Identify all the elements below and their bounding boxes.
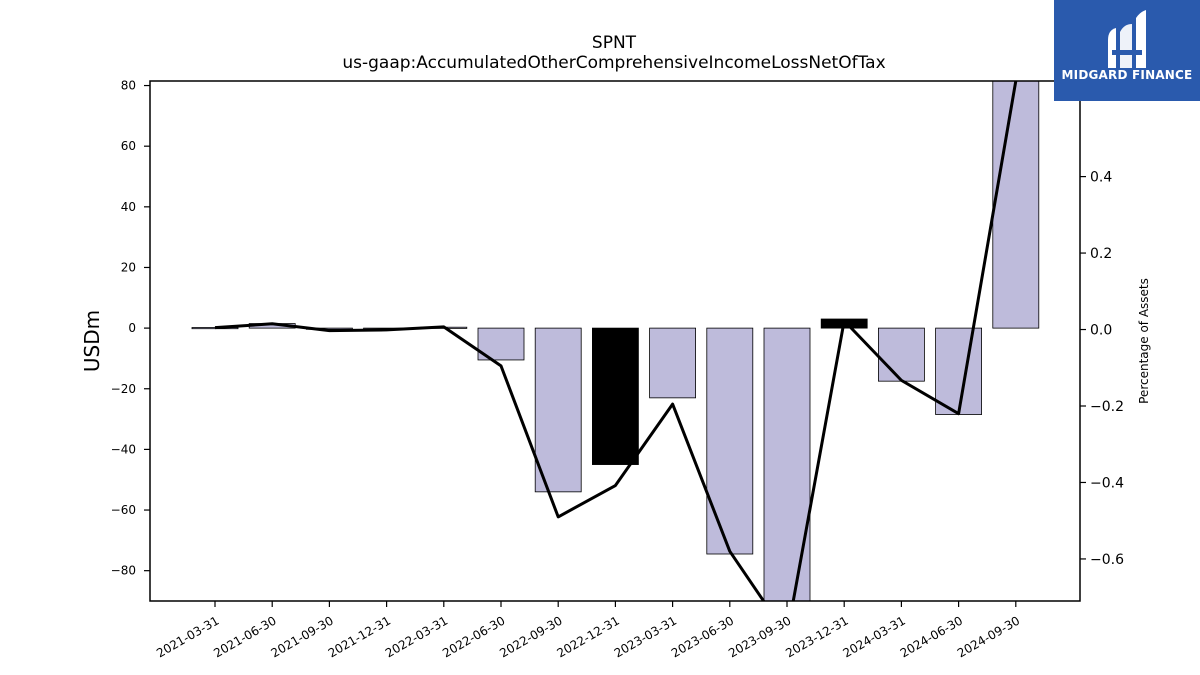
bar-group — [191, 80, 1040, 602]
y-tick-label: −60 — [111, 503, 136, 517]
chart-title: SPNT — [592, 33, 637, 53]
y2-tick-label: 0.0 — [1090, 323, 1112, 339]
x-tick-label: 2024-03-31 — [840, 613, 907, 660]
logo-text: MIDGARD FINANCE — [1061, 68, 1193, 82]
y-tick-label: −80 — [111, 564, 136, 578]
bar-2024-06-30 — [935, 327, 982, 415]
line-group — [214, 81, 1018, 601]
y2-tick-label: −0.6 — [1090, 552, 1124, 568]
bar-2022-09-30 — [534, 327, 582, 493]
x-tick-label: 2022-06-30 — [440, 613, 507, 660]
bar-2022-12-31 — [592, 327, 639, 465]
x-tick-label: 2021-03-31 — [154, 613, 221, 660]
bar-2023-09-30 — [763, 327, 811, 602]
midgard-logo-icon — [1108, 10, 1146, 68]
bar-2023-03-31 — [649, 327, 696, 399]
y-axis: −80 −60 −40 −20 0 20 40 60 80 — [111, 79, 150, 578]
x-tick-label: 2024-09-30 — [955, 613, 1022, 660]
y2-tick-label: 0.4 — [1090, 170, 1112, 186]
x-tick-label: 2023-03-31 — [612, 613, 679, 660]
y2-tick-label: 0.2 — [1090, 246, 1112, 262]
x-tick-label: 2022-12-31 — [554, 613, 621, 660]
y2-tick-label: −0.4 — [1090, 475, 1124, 491]
y-tick-label: 0 — [128, 321, 136, 335]
y2-axis: −0.6 −0.4 −0.2 0.0 0.2 0.4 — [1080, 170, 1124, 568]
bar-2023-06-30 — [706, 327, 754, 555]
x-tick-label: 2023-12-31 — [783, 613, 850, 660]
x-axis: 2021-03-312021-06-302021-09-302021-12-31… — [154, 601, 1022, 660]
y2-tick-label: −0.2 — [1090, 399, 1124, 415]
x-tick-label: 2023-06-30 — [669, 613, 736, 660]
percentage-of-assets-line — [214, 81, 1018, 601]
x-tick-label: 2023-09-30 — [726, 613, 793, 660]
midgard-finance-logo: MIDGARD FINANCE — [1054, 0, 1200, 101]
x-tick-label: 2021-12-31 — [326, 613, 393, 660]
x-tick-label: 2024-06-30 — [898, 613, 965, 660]
bar-2024-09-30 — [992, 80, 1040, 329]
x-tick-label: 2021-06-30 — [211, 613, 278, 660]
bar-2024-03-31 — [878, 327, 925, 382]
x-tick-label: 2022-03-31 — [383, 613, 450, 660]
y-tick-label: 60 — [121, 139, 136, 153]
y-axis-label: USDm — [80, 310, 104, 372]
y-tick-label: 40 — [121, 200, 136, 214]
y-tick-label: 20 — [121, 260, 136, 274]
x-tick-label: 2021-09-30 — [268, 613, 335, 660]
y-tick-label: −20 — [111, 382, 136, 396]
y2-axis-label: Percentage of Assets — [1137, 278, 1151, 404]
chart-subtitle: us-gaap:AccumulatedOtherComprehensiveInc… — [342, 53, 885, 73]
y-tick-label: 80 — [121, 79, 136, 93]
y-tick-label: −40 — [111, 442, 136, 456]
x-tick-label: 2022-09-30 — [497, 613, 564, 660]
